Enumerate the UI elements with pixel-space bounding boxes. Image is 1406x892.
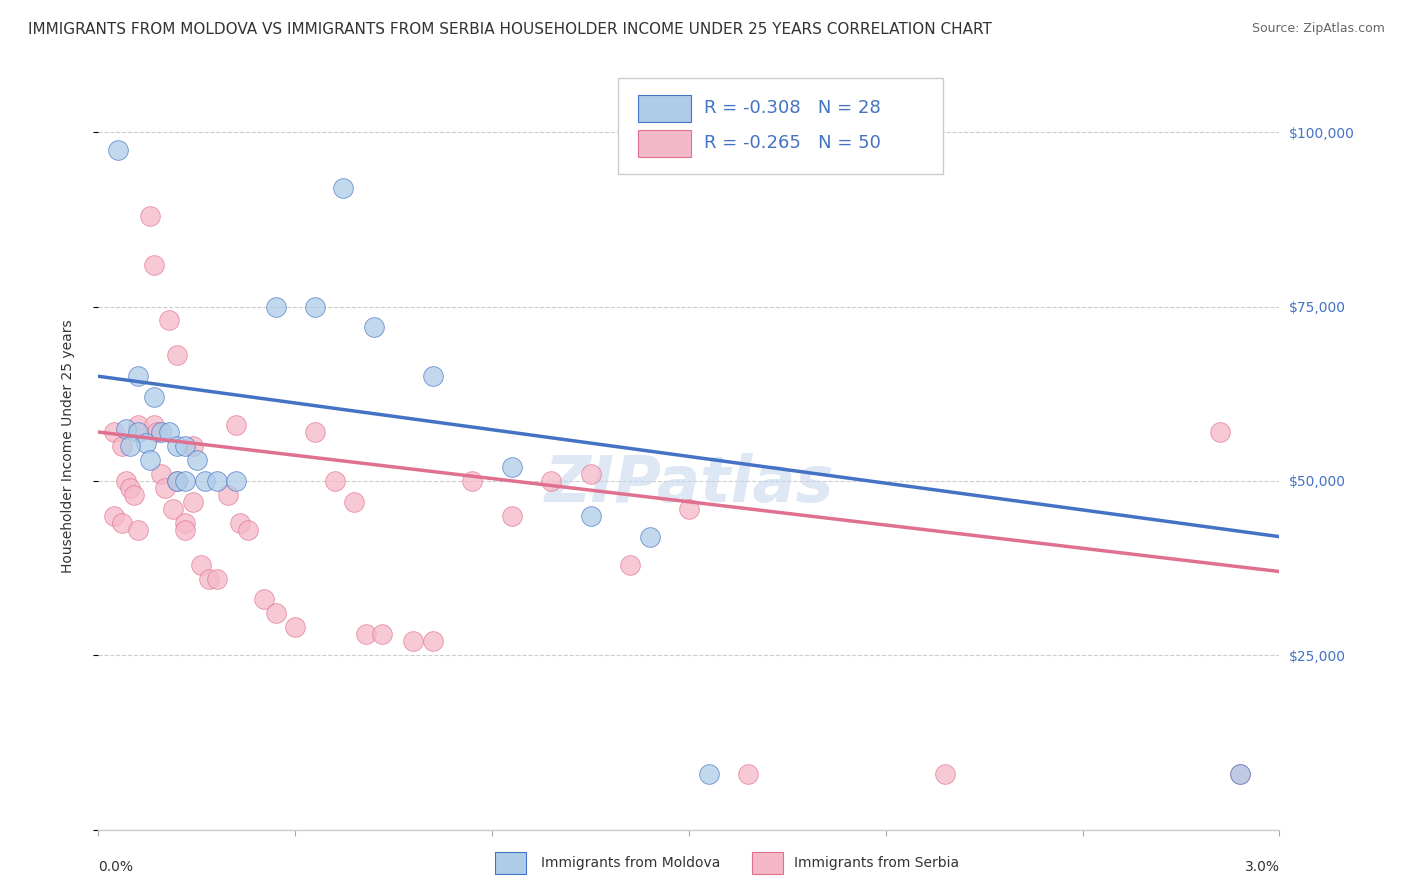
Point [115,474,138,488]
Text: R = -0.265   N = 50: R = -0.265 N = 50 [704,134,882,152]
Point [166,474,188,488]
Point [737,766,759,780]
Text: ZIPatlas: ZIPatlas [544,453,834,516]
Point [111,439,134,453]
Point [225,418,247,433]
Point [166,348,188,362]
Point [264,300,287,314]
Text: Immigrants from Moldova: Immigrants from Moldova [541,855,721,870]
Point [157,313,180,327]
Point [332,181,354,195]
Point [501,508,523,523]
Point [343,495,366,509]
Point [229,516,252,530]
Point [402,634,425,648]
Point [304,425,326,439]
Point [371,627,394,641]
Point [697,766,720,780]
Point [1209,425,1232,439]
Point [127,369,149,384]
Bar [638,95,692,121]
Point [174,523,197,537]
Point [217,488,239,502]
Point [142,418,165,433]
Text: R = -0.308   N = 28: R = -0.308 N = 28 [704,99,882,117]
Point [205,572,228,586]
Point [127,425,149,439]
Point [146,425,169,439]
Point [127,523,149,537]
Point [174,474,197,488]
Text: 3.0%: 3.0% [1244,860,1279,874]
Point [579,508,602,523]
Point [186,453,208,467]
Point [142,390,165,404]
Point [194,474,217,488]
Point [619,558,641,572]
Point [501,459,523,474]
Point [127,418,149,433]
Point [304,300,326,314]
Text: Immigrants from Serbia: Immigrants from Serbia [794,855,959,870]
FancyBboxPatch shape [619,78,943,174]
Point [107,143,129,157]
Point [138,209,160,223]
Bar [638,130,692,157]
Point [166,474,188,488]
Point [354,627,377,641]
Point [422,634,444,648]
Text: Source: ZipAtlas.com: Source: ZipAtlas.com [1251,22,1385,36]
Point [155,481,177,495]
Point [181,495,204,509]
Point [363,320,385,334]
Bar [752,852,783,874]
Point [118,439,141,453]
Point [236,523,259,537]
Point [461,474,484,488]
Point [157,425,180,439]
Point [1229,766,1251,780]
Point [174,439,197,453]
Point [135,435,157,450]
Point [284,620,307,634]
Point [422,369,444,384]
Point [253,592,276,607]
Point [225,474,247,488]
Point [118,481,141,495]
Point [540,474,562,488]
Point [190,558,212,572]
Point [174,516,197,530]
Point [638,530,661,544]
Point [122,488,145,502]
Point [579,467,602,481]
Point [142,258,165,272]
Point [103,508,125,523]
Point [115,421,138,435]
Point [934,766,956,780]
Point [150,425,173,439]
Y-axis label: Householder Income Under 25 years: Householder Income Under 25 years [60,319,75,573]
Point [166,439,188,453]
Point [197,572,219,586]
Point [111,516,134,530]
Point [103,425,125,439]
Point [138,453,160,467]
Point [162,501,184,516]
Point [150,467,173,481]
Point [678,501,700,516]
Bar [495,852,526,874]
Point [323,474,346,488]
Point [264,607,287,621]
Point [205,474,228,488]
Text: IMMIGRANTS FROM MOLDOVA VS IMMIGRANTS FROM SERBIA HOUSEHOLDER INCOME UNDER 25 YE: IMMIGRANTS FROM MOLDOVA VS IMMIGRANTS FR… [28,22,993,37]
Text: 0.0%: 0.0% [98,860,134,874]
Point [1229,766,1251,780]
Point [181,439,204,453]
